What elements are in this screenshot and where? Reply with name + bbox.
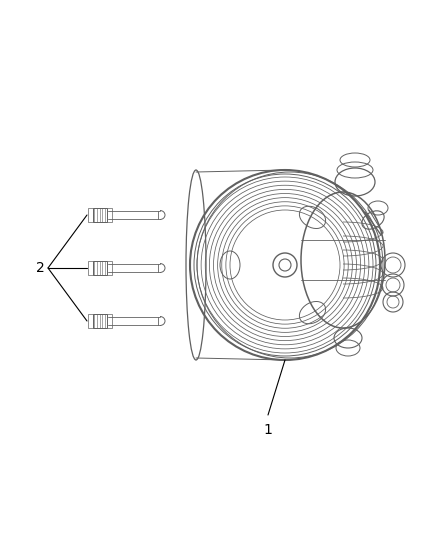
Text: 1: 1 — [264, 423, 272, 437]
Bar — [93, 261, 107, 275]
Bar — [88, 261, 112, 275]
Bar — [88, 208, 112, 222]
Bar — [93, 314, 107, 328]
Bar — [93, 208, 107, 222]
Text: 2: 2 — [36, 261, 45, 275]
Bar — [88, 314, 112, 328]
